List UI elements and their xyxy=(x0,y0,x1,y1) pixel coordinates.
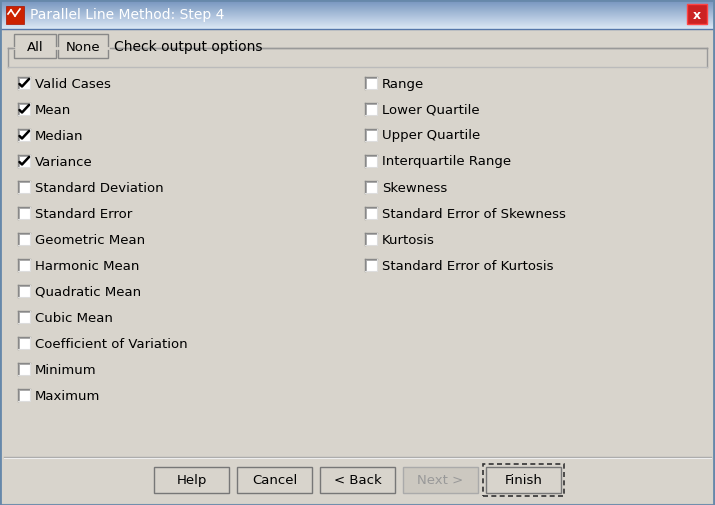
Bar xyxy=(18,182,30,193)
Text: Finish: Finish xyxy=(505,474,543,486)
Text: Valid Cases: Valid Cases xyxy=(35,77,111,90)
Text: Check output options: Check output options xyxy=(114,40,262,54)
Bar xyxy=(365,208,377,220)
Text: Cubic Mean: Cubic Mean xyxy=(35,311,113,324)
Bar xyxy=(237,467,312,493)
Bar xyxy=(365,78,377,90)
Bar xyxy=(18,312,30,323)
Bar xyxy=(365,233,377,245)
Bar xyxy=(14,35,56,59)
Text: Next >: Next > xyxy=(418,474,463,486)
Text: Harmonic Mean: Harmonic Mean xyxy=(35,259,139,272)
Bar xyxy=(18,130,30,142)
Bar xyxy=(403,467,478,493)
Bar xyxy=(18,337,30,349)
Bar xyxy=(18,260,30,272)
Text: x: x xyxy=(693,9,701,21)
Bar xyxy=(18,78,30,90)
Text: None: None xyxy=(66,40,100,54)
Text: Coefficient of Variation: Coefficient of Variation xyxy=(35,337,187,350)
Text: Maximum: Maximum xyxy=(35,389,100,401)
Bar xyxy=(365,260,377,272)
Text: Variance: Variance xyxy=(35,155,93,168)
Bar xyxy=(18,104,30,116)
Text: Standard Error of Skewness: Standard Error of Skewness xyxy=(382,207,566,220)
Bar xyxy=(365,156,377,168)
Text: Mean: Mean xyxy=(35,104,72,116)
Text: Upper Quartile: Upper Quartile xyxy=(382,129,480,142)
Text: Median: Median xyxy=(35,129,84,142)
Text: Geometric Mean: Geometric Mean xyxy=(35,233,145,246)
Text: Interquartile Range: Interquartile Range xyxy=(382,155,511,168)
Text: Standard Deviation: Standard Deviation xyxy=(35,181,164,194)
Bar xyxy=(18,156,30,168)
Text: Range: Range xyxy=(382,77,424,90)
Text: Cancel: Cancel xyxy=(252,474,297,486)
Bar xyxy=(483,464,564,496)
Text: < Back: < Back xyxy=(334,474,381,486)
Text: Lower Quartile: Lower Quartile xyxy=(382,104,480,116)
Bar xyxy=(486,467,561,493)
Text: Quadratic Mean: Quadratic Mean xyxy=(35,285,141,298)
Text: Parallel Line Method: Step 4: Parallel Line Method: Step 4 xyxy=(30,8,225,22)
Bar xyxy=(18,363,30,375)
Bar xyxy=(687,5,707,25)
Bar xyxy=(18,233,30,245)
Text: Minimum: Minimum xyxy=(35,363,97,376)
Bar xyxy=(365,130,377,142)
Text: Standard Error of Kurtosis: Standard Error of Kurtosis xyxy=(382,259,553,272)
Text: Standard Error: Standard Error xyxy=(35,207,132,220)
Bar xyxy=(18,285,30,297)
Bar xyxy=(320,467,395,493)
Bar xyxy=(154,467,229,493)
Bar xyxy=(365,182,377,193)
Bar xyxy=(58,35,108,59)
Text: Skewness: Skewness xyxy=(382,181,448,194)
Bar xyxy=(365,104,377,116)
Text: Kurtosis: Kurtosis xyxy=(382,233,435,246)
Bar xyxy=(18,389,30,401)
Bar xyxy=(6,7,24,25)
Bar xyxy=(18,208,30,220)
Text: Help: Help xyxy=(177,474,207,486)
Text: All: All xyxy=(26,40,44,54)
